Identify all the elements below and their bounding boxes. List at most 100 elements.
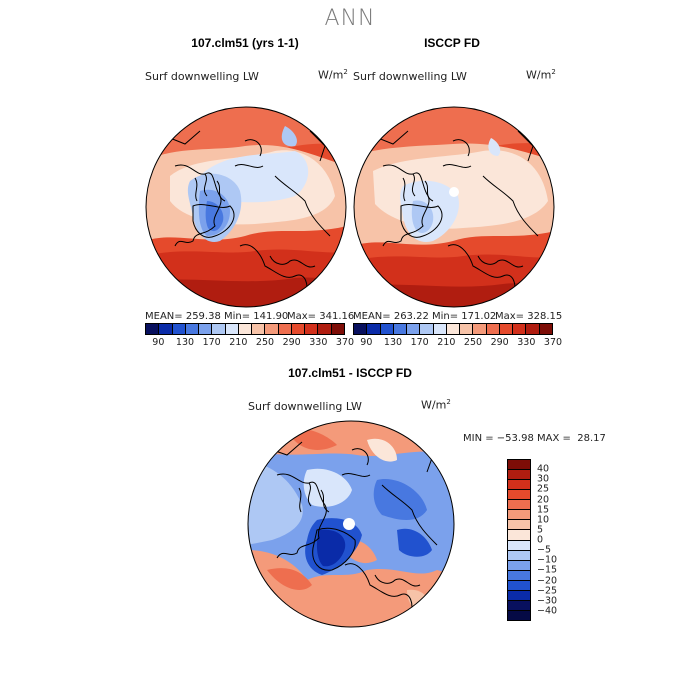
colorbar-tick-label: 290 — [490, 337, 509, 348]
colorbar-tick-label: 250 — [463, 337, 483, 348]
colorbar-swatch — [212, 324, 226, 334]
diff-title: 107.clm51 - ISCCP FD — [288, 366, 412, 380]
colorbar-swatch — [499, 324, 514, 334]
colorbar-swatch — [252, 324, 266, 334]
colorbar-swatch — [318, 324, 332, 334]
colorbar-tick-label: 210 — [437, 337, 456, 348]
colorbar-swatch — [291, 324, 306, 334]
colorbar-swatch — [473, 324, 487, 334]
colorbar-swatch — [238, 324, 253, 334]
colorbar-swatch — [159, 324, 173, 334]
colorbar-tick-label: 170 — [410, 337, 429, 348]
colorbar-swatch — [508, 560, 530, 571]
panel1-units: W/m2 — [318, 68, 348, 82]
colorbar-swatch — [265, 324, 279, 334]
colorbar-swatch — [407, 324, 421, 334]
colorbar-tick-label: −10 — [537, 554, 558, 566]
panel1-title: 107.clm51 (yrs 1-1) — [191, 36, 299, 50]
colorbar-swatch — [393, 324, 408, 334]
colorbar-tick-label: 250 — [255, 337, 275, 348]
colorbar-tick-label: −30 — [537, 595, 558, 607]
panel2-colorbar-labels: 90 130 170 210 250 290 330 370 — [353, 337, 562, 349]
diff-polar-map — [247, 420, 455, 628]
colorbar-tick-label: 370 — [335, 337, 355, 348]
colorbar-tick-label: 130 — [175, 337, 195, 348]
colorbar-tick-label: 5 — [537, 524, 544, 536]
colorbar-swatch — [172, 324, 186, 334]
colorbar-swatch — [508, 530, 530, 541]
colorbar-tick-label: −40 — [537, 605, 558, 617]
panel1-min: Min= 141.90 — [224, 311, 289, 322]
colorbar-swatch — [508, 480, 530, 491]
colorbar-swatch — [508, 610, 530, 620]
colorbar-swatch — [380, 324, 394, 334]
colorbar-tick-label: 20 — [537, 494, 550, 505]
colorbar-tick-label: −5 — [537, 544, 552, 556]
panel2-variable: Surf downwelling LW — [353, 70, 467, 83]
colorbar-tick-label: 15 — [537, 504, 550, 516]
colorbar-swatch — [508, 470, 530, 481]
colorbar-swatch — [278, 324, 292, 334]
colorbar-swatch — [225, 324, 239, 334]
colorbar-swatch — [508, 460, 530, 471]
colorbar-swatch — [199, 324, 213, 334]
panel1-variable: Surf downwelling LW — [145, 70, 259, 83]
panel2-mean: MEAN= 263.22 — [353, 311, 429, 322]
colorbar-swatch — [508, 550, 530, 561]
colorbar-swatch — [508, 520, 530, 531]
colorbar-tick-label: 10 — [537, 514, 550, 526]
colorbar-swatch — [420, 324, 434, 334]
colorbar-tick-label: 40 — [537, 463, 550, 475]
colorbar-swatch — [367, 324, 381, 334]
colorbar-tick-label: 290 — [282, 337, 301, 348]
colorbar-tick-label: 30 — [537, 473, 550, 485]
colorbar-tick-label: −25 — [537, 585, 558, 597]
diff-units: W/m2 — [421, 398, 451, 412]
colorbar-swatch — [305, 324, 319, 334]
diff-min-max: MIN = −53.98 MAX = 28.17 — [463, 433, 606, 444]
panel1-polar-map — [145, 106, 347, 308]
colorbar-tick-label: 130 — [383, 337, 403, 348]
colorbar-swatch — [354, 324, 368, 334]
colorbar-tick-label: 330 — [309, 337, 328, 348]
colorbar-tick-label: 330 — [517, 337, 536, 348]
colorbar-tick-label: −20 — [537, 575, 558, 586]
panel2-polar-map — [353, 106, 555, 308]
diff-colorbar-labels: 40 30 25 20 15 10 5 0 −5 −10 −15 −20 −25 −30 −40 — [537, 459, 577, 621]
colorbar-tick-label: 210 — [229, 337, 248, 348]
colorbar-swatch — [526, 324, 540, 334]
panel2-min: Min= 171.02 — [432, 311, 497, 322]
panel2-max: Max= 328.15 — [495, 311, 563, 322]
colorbar-swatch — [508, 490, 530, 501]
colorbar-swatch — [486, 324, 500, 334]
colorbar-tick-label: 25 — [537, 483, 550, 495]
panel2-title: ISCCP FD — [424, 36, 480, 50]
panel1-colorbar-labels: 90 130 170 210 250 290 330 370 — [145, 337, 354, 349]
colorbar-swatch — [433, 324, 447, 334]
panel1-max: Max= 341.16 — [287, 311, 355, 322]
colorbar-swatch — [539, 324, 552, 334]
colorbar-tick-label: 370 — [543, 337, 563, 348]
colorbar-swatch — [508, 540, 530, 551]
colorbar-swatch — [508, 600, 530, 611]
diff-variable: Surf downwelling LW — [248, 400, 362, 413]
colorbar-swatch — [508, 500, 530, 511]
colorbar-swatch — [513, 324, 527, 334]
panel2-colorbar — [353, 323, 553, 335]
diff-colorbar — [507, 459, 531, 621]
colorbar-tick-label: 0 — [537, 534, 544, 546]
panel1-mean: MEAN= 259.38 — [145, 311, 221, 322]
colorbar-swatch — [446, 324, 461, 334]
season-title: ANN — [324, 6, 376, 31]
colorbar-swatch — [185, 324, 200, 334]
colorbar-swatch — [508, 590, 530, 601]
panel1-colorbar — [145, 323, 345, 335]
colorbar-swatch — [508, 510, 530, 521]
colorbar-swatch — [146, 324, 160, 334]
colorbar-tick-label: 90 — [360, 337, 373, 348]
colorbar-tick-label: 170 — [202, 337, 221, 348]
colorbar-swatch — [508, 570, 530, 581]
colorbar-tick-label: 90 — [152, 337, 165, 348]
colorbar-swatch — [460, 324, 474, 334]
colorbar-swatch — [508, 580, 530, 591]
